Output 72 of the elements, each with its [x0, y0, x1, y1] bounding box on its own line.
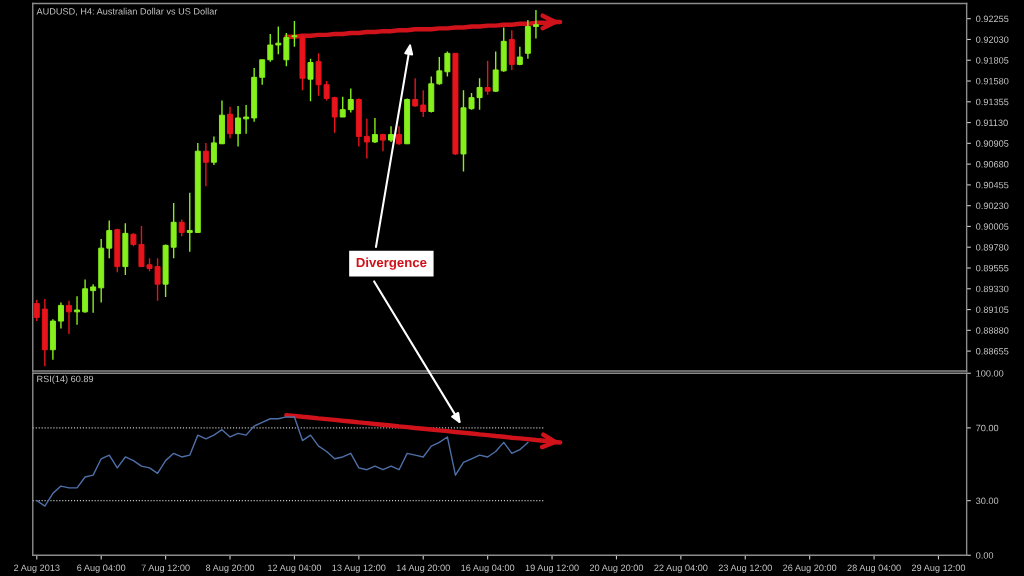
y-tick-label: 0.88655: [976, 348, 1009, 355]
x-tick-label: 13 Aug 12:00: [332, 564, 386, 573]
x-tick-label: 14 Aug 20:00: [396, 564, 450, 573]
y-tick-label: 0.90905: [976, 140, 1009, 147]
y-tick-label: 0.91130: [976, 119, 1008, 126]
candlestick: [106, 219, 113, 259]
y-tick-label: 0.89105: [976, 306, 1009, 313]
candlestick: [291, 20, 298, 48]
candlestick: [363, 118, 370, 160]
y-tick-label: 30.00: [976, 497, 999, 505]
candlestick: [396, 125, 403, 146]
y-tick-label: 0.90005: [976, 223, 1009, 230]
candlestick: [227, 106, 233, 139]
y-tick-label: 0.92255: [976, 15, 1009, 23]
candlestick: [202, 142, 209, 187]
x-tick-label: 12 Aug 04:00: [268, 564, 322, 573]
y-tick-label: 0.90680: [976, 161, 1009, 168]
candlestick: [492, 50, 499, 93]
y-tick-label: 0.90230: [976, 202, 1009, 210]
chart-title: RSI(14) 60.89: [37, 375, 94, 384]
candlestick: [420, 89, 427, 118]
candlestick: [243, 104, 250, 135]
candlestick: [436, 56, 443, 86]
x-tick-label: 2 Aug 2013: [14, 564, 60, 573]
candlestick: [74, 295, 81, 326]
y-tick-label: 0.00: [976, 552, 994, 559]
x-tick-label: 29 Aug 12:00: [911, 564, 966, 573]
candlestick: [210, 135, 217, 166]
x-tick-label: 22 Aug 04:00: [654, 564, 708, 573]
candlestick: [444, 50, 451, 78]
x-tick-label: 23 Aug 12:00: [718, 564, 772, 573]
candlestick: [275, 25, 282, 55]
candlestick: [412, 77, 419, 108]
y-tick-label: 70.00: [976, 424, 999, 432]
x-tick-label: 16 Aug 04:00: [461, 564, 515, 573]
candlestick: [186, 192, 193, 253]
x-tick-label: 26 Aug 20:00: [783, 564, 837, 573]
y-tick-label: 0.88880: [976, 327, 1009, 334]
x-tick-label: 28 Aug 04:00: [847, 564, 901, 573]
candlestick: [267, 33, 274, 63]
chart-title: AUDUSD, H4: Australian Dollar vs US Dollar: [36, 7, 218, 16]
candlestick: [283, 32, 290, 67]
candlestick: [371, 117, 378, 144]
x-tick-label: 7 Aug 12:00: [141, 564, 190, 573]
candlestick: [33, 299, 40, 322]
x-tick-label: 19 Aug 12:00: [525, 564, 579, 573]
candlestick: [532, 9, 539, 40]
y-tick-label: 0.89780: [976, 244, 1009, 251]
candlestick: [235, 105, 242, 148]
candlestick: [259, 59, 266, 86]
y-tick-label: 0.91805: [976, 57, 1009, 64]
y-tick-label: 0.91355: [976, 98, 1009, 106]
x-tick-label: 6 Aug 04:00: [77, 564, 126, 573]
candlestick: [57, 301, 64, 330]
y-tick-label: 100.00: [976, 370, 1004, 377]
candlestick: [347, 87, 354, 114]
candlestick: [484, 60, 491, 96]
candlestick: [331, 96, 338, 134]
candlestick: [66, 300, 72, 335]
annotation: Divergence: [356, 257, 427, 270]
line-series: [36, 416, 529, 507]
candlestick: [90, 283, 97, 314]
x-tick-label: 8 Aug 20:00: [205, 564, 255, 573]
y-tick-label: 0.90455: [976, 181, 1009, 189]
candlestick: [82, 278, 89, 314]
candlestick: [307, 58, 314, 103]
y-tick-label: 0.92030: [976, 36, 1009, 43]
y-tick-label: 0.89555: [976, 264, 1009, 272]
candlestick: [339, 96, 346, 118]
y-tick-label: 0.91580: [976, 77, 1009, 85]
x-tick-label: 20 Aug 20:00: [589, 564, 644, 573]
y-tick-label: 0.89330: [976, 285, 1009, 293]
